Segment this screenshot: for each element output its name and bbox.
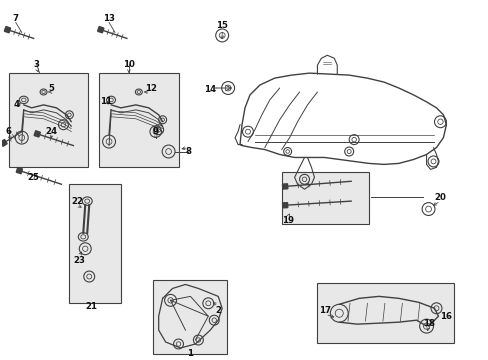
Text: 23: 23 (73, 256, 85, 265)
Text: 12: 12 (144, 84, 157, 93)
Text: 2: 2 (215, 306, 221, 315)
Text: 6: 6 (6, 127, 12, 136)
Text: 9: 9 (152, 127, 159, 136)
Text: 10: 10 (122, 60, 135, 69)
Polygon shape (0, 139, 7, 146)
Text: 8: 8 (185, 147, 191, 156)
FancyBboxPatch shape (9, 73, 88, 167)
Text: 5: 5 (48, 84, 54, 93)
Polygon shape (282, 184, 287, 189)
FancyBboxPatch shape (99, 73, 178, 167)
Text: 22: 22 (71, 197, 83, 206)
Text: 15: 15 (216, 21, 227, 30)
FancyBboxPatch shape (317, 283, 453, 343)
Polygon shape (98, 27, 103, 33)
Text: 20: 20 (434, 193, 446, 202)
Text: 3: 3 (34, 60, 40, 69)
Text: 1: 1 (187, 350, 193, 359)
Text: 7: 7 (13, 14, 19, 23)
FancyBboxPatch shape (281, 172, 368, 224)
Polygon shape (282, 203, 287, 208)
Text: 14: 14 (204, 85, 216, 94)
FancyBboxPatch shape (69, 184, 121, 303)
Text: 16: 16 (440, 312, 451, 321)
Text: 19: 19 (281, 216, 293, 225)
Text: 25: 25 (28, 173, 40, 182)
Polygon shape (16, 167, 22, 174)
Text: 18: 18 (422, 319, 434, 328)
FancyBboxPatch shape (152, 279, 226, 354)
Text: 13: 13 (103, 14, 115, 23)
Text: 21: 21 (85, 302, 97, 311)
Text: 4: 4 (14, 100, 20, 109)
Polygon shape (34, 131, 41, 137)
Text: 24: 24 (45, 127, 58, 136)
Polygon shape (4, 27, 11, 33)
Text: 11: 11 (100, 98, 112, 107)
Text: 17: 17 (319, 306, 331, 315)
